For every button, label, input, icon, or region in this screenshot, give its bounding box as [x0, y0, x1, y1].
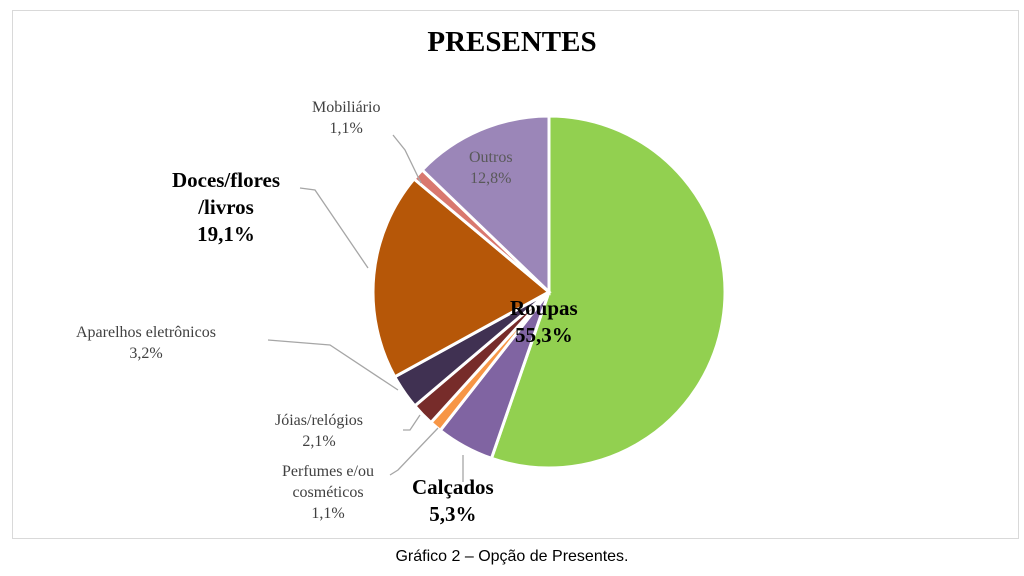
chart-frame [12, 10, 1019, 539]
pie-slice-5 [371, 176, 552, 379]
label-roupas: Roupas 55,3% [510, 296, 578, 347]
label-aparelhos: Aparelhos eletrônicos 3,2% [76, 324, 216, 362]
leader-line-5 [392, 134, 422, 184]
leader-line-1 [389, 427, 439, 476]
pie-slice-7 [420, 114, 551, 296]
chart-title: PRESENTES [427, 26, 597, 58]
label-joias: Jóias/relógios 2,1% [275, 412, 363, 450]
leader-line-2 [403, 414, 421, 431]
label-perfumes: Perfumes e/ou cosméticos 1,1% [282, 463, 374, 522]
leader-line-4 [299, 187, 369, 269]
leader-line-3 [267, 339, 399, 391]
figure-caption: Gráfico 2 – Opção de Presentes. [395, 548, 629, 565]
label-doces: Doces/flores /livros 19,1% [171, 168, 281, 246]
label-outros: Outros 12,8% [469, 149, 513, 187]
label-mobiliario: Mobiliário 1,1% [312, 99, 381, 137]
label-calcados: Calçados 5,3% [412, 475, 494, 526]
